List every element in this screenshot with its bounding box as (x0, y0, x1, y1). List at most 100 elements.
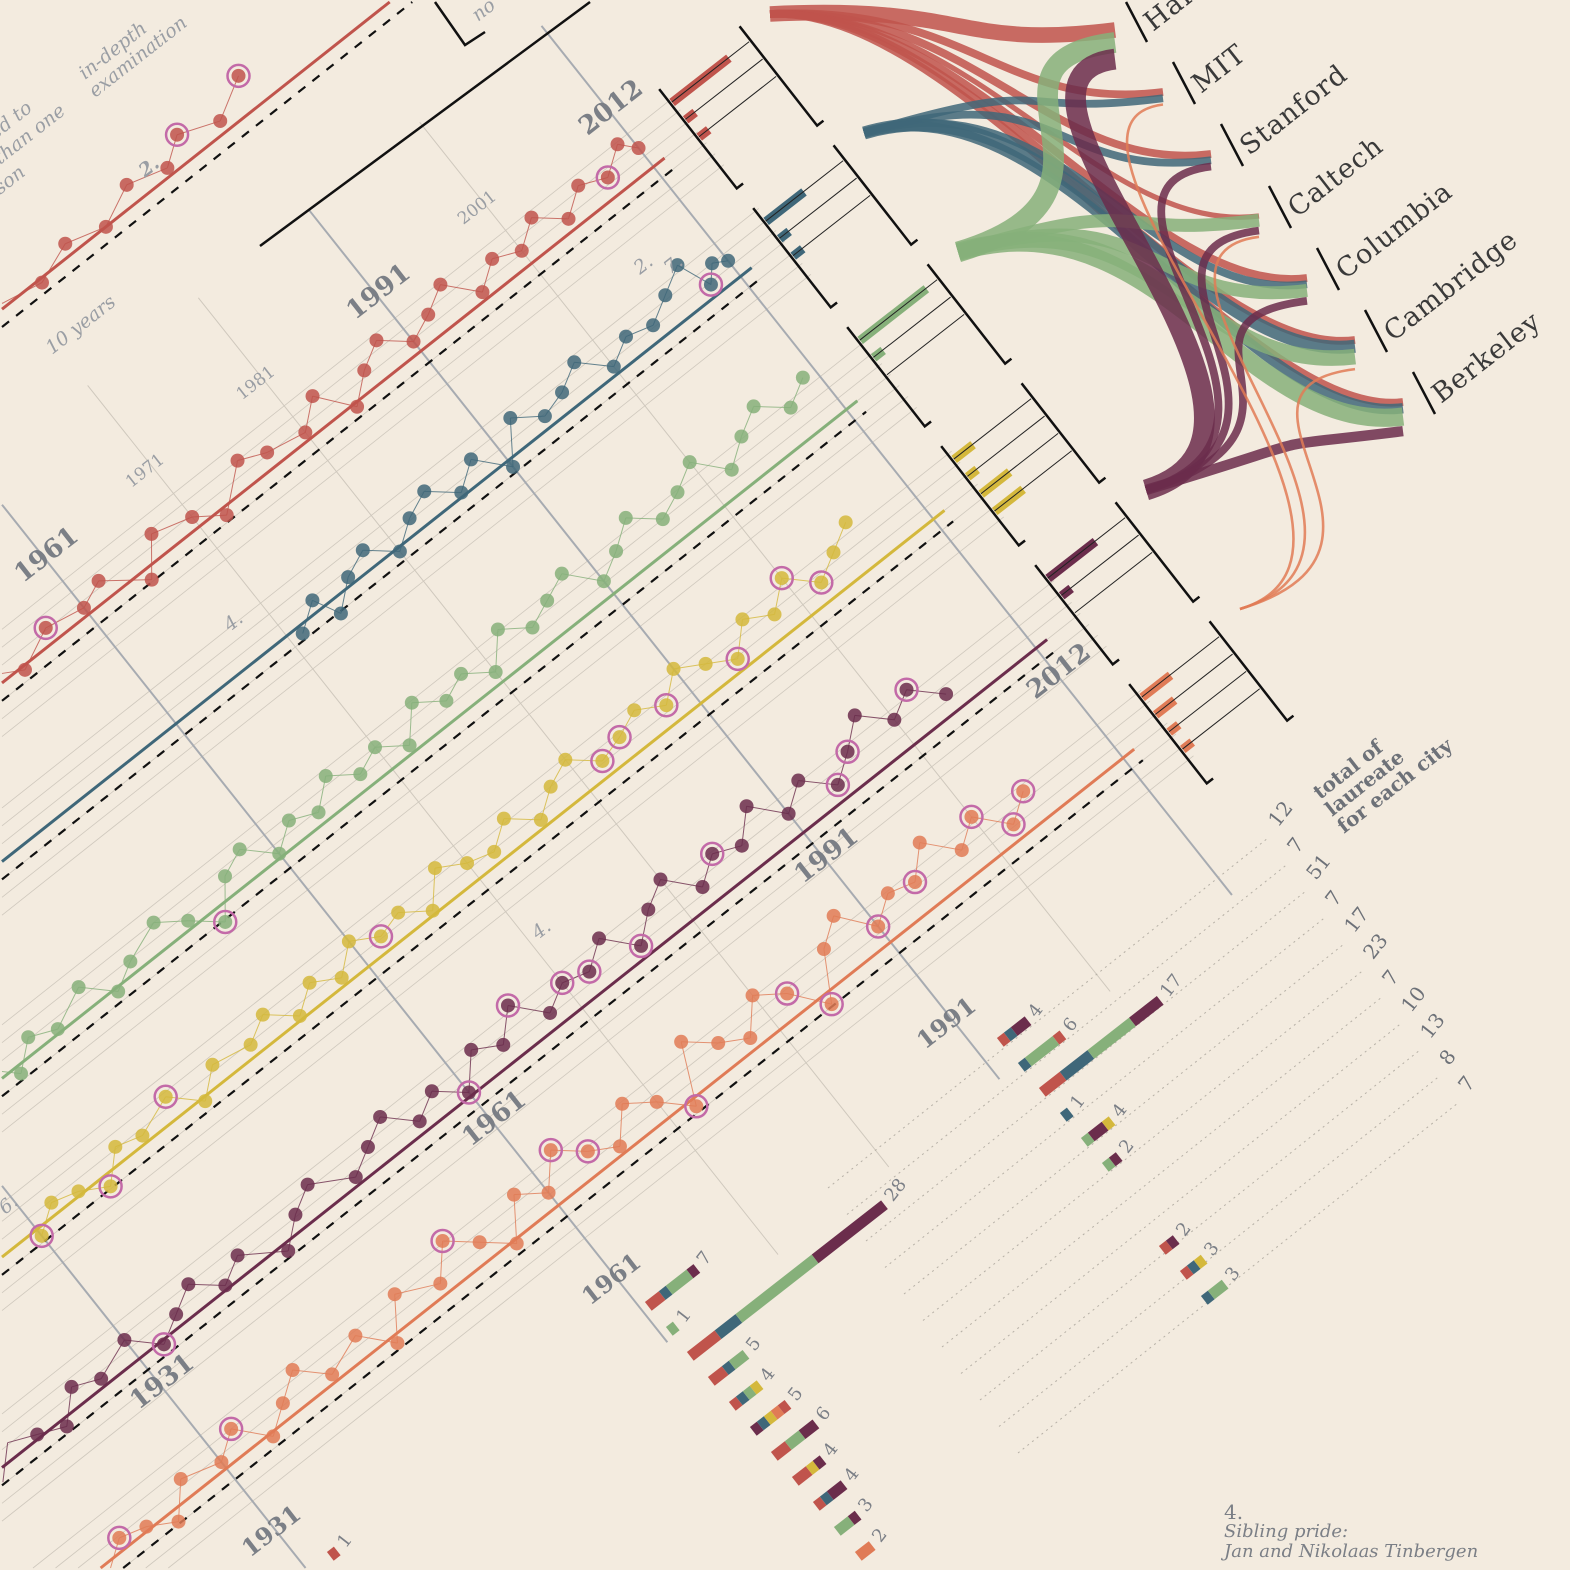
series-orange-path-segment (394, 1294, 398, 1344)
series-green-point (353, 767, 368, 782)
note-line1: Sibling pride: (1224, 1521, 1349, 1542)
series-purple-point (543, 1005, 558, 1020)
city-total: 23 (1358, 929, 1393, 964)
series-yellow-point (425, 903, 440, 918)
bar-segment (665, 1321, 680, 1336)
series-green-point (490, 622, 505, 637)
series-yellow-trend-line (1, 509, 946, 1259)
bracket-right (1020, 382, 1107, 485)
series-red-point (610, 137, 625, 152)
series-red-point (406, 334, 421, 349)
city-dotted-line (979, 1049, 1421, 1401)
bracket-right (738, 25, 825, 128)
panel-series-green (846, 263, 1013, 429)
inset-red-path-segment (41, 243, 66, 283)
series-blue-point (537, 409, 552, 424)
series-yellow-point (103, 1179, 118, 1194)
series-green-point (71, 980, 86, 995)
guide-line (1, 516, 1005, 1311)
bar-segment (1165, 1235, 1180, 1250)
series-orange-point (1006, 817, 1021, 832)
bar-value-label: 3 (1200, 1238, 1224, 1260)
year-gridline-1981 (197, 297, 890, 1168)
panel-bar-line (994, 450, 1073, 512)
highlight-ring (575, 1139, 601, 1164)
guide-line (1, 634, 1098, 1504)
bar-segment (707, 1366, 729, 1386)
bar-value-label: 4 (1024, 1000, 1048, 1022)
highlight-ring (538, 1137, 564, 1163)
series-red-path-segment (226, 460, 239, 516)
inset-red-point (34, 275, 49, 290)
city-total: 13 (1415, 1008, 1450, 1043)
highlight-ring (153, 1084, 178, 1109)
series-yellow-point (767, 607, 782, 622)
series-green-point (655, 512, 670, 527)
series-purple-point (634, 938, 649, 953)
guide-line (1, 407, 917, 1133)
guide-line (55, 700, 1151, 1569)
bar-value-label: 1 (672, 1305, 696, 1327)
flow-series-orange-MIT (1125, 103, 1295, 611)
series-red-point (38, 620, 53, 635)
inset-red-path-segment (126, 167, 168, 186)
bar-segment (686, 1264, 701, 1279)
panel-bar-line (698, 76, 777, 138)
bar-segment (1003, 1027, 1018, 1042)
flow-series-purple-Stanford (1144, 162, 1223, 494)
series-blue-point (333, 606, 348, 621)
series-orange-path-segment (749, 995, 754, 1039)
series-orange-point (435, 1233, 450, 1248)
bar-segment (1179, 1265, 1194, 1280)
series-orange-point (580, 1144, 595, 1159)
panel-series-purple (1034, 501, 1201, 667)
guide-line (1, 109, 681, 648)
bracket-left (1128, 683, 1214, 786)
series-yellow-point (44, 1195, 59, 1210)
stacked-bar: 1 (326, 1530, 357, 1561)
stacked-bar: 2 (1158, 1219, 1196, 1255)
series-purple-point (847, 708, 862, 723)
bar-value-label: 3 (854, 1494, 878, 1516)
bar-value-label: 2 (1172, 1219, 1196, 1241)
bar-segment (735, 1391, 750, 1406)
bar-segment (728, 1349, 750, 1370)
highlight-ring (226, 63, 251, 89)
bracket-right (832, 144, 919, 247)
flow-series-orange-Caltech (1213, 235, 1307, 611)
series-red-point (219, 508, 234, 523)
series-green-point (311, 805, 326, 820)
series-orange-point (826, 908, 841, 923)
series-purple-point (181, 1277, 196, 1292)
series-orange-point (224, 1421, 239, 1436)
series-purple-point (348, 1170, 363, 1185)
series-orange-point (509, 1236, 524, 1251)
series-orange-path-segment (231, 1428, 274, 1437)
series-blue-point (705, 256, 720, 271)
guide-line (1, 602, 1072, 1450)
series-green-point (111, 984, 126, 999)
series-orange-point (743, 1031, 758, 1046)
inset-frame-line (259, 0, 591, 248)
bar-segment (1207, 1279, 1229, 1300)
inset-red-trend-line (1, 0, 391, 311)
bar-value-label: 4 (819, 1439, 843, 1461)
highlight-ring (894, 677, 919, 702)
series-orange-point (689, 1099, 704, 1114)
year-label-2001: 2001 (454, 187, 500, 229)
series-orange-point (266, 1429, 281, 1444)
city-dotted-line (903, 943, 1345, 1295)
series-blue-point (402, 511, 417, 526)
bar-group-year: 1931 (236, 1499, 306, 1563)
panel-bar-line (873, 296, 951, 358)
series-yellow-point (558, 752, 573, 767)
bar-segment (1010, 1016, 1032, 1036)
city-total: 10 (1396, 982, 1431, 1017)
series-yellow-point (34, 1228, 49, 1243)
series-purple-point (424, 1084, 439, 1099)
flow-series-purple-Harvard (1065, 48, 1215, 500)
series-green-point (21, 1030, 36, 1045)
series-purple-path-segment (507, 1004, 551, 1014)
marker-7: 7. (660, 250, 688, 279)
series-green-point (368, 740, 383, 755)
